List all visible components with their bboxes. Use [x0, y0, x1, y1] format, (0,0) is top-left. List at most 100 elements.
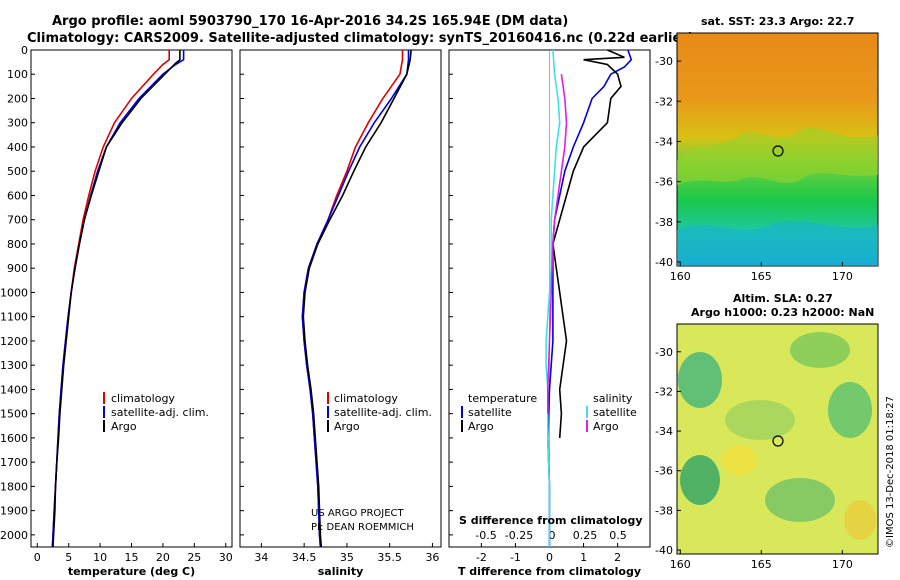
legend-temperature-heading: temperature: [468, 392, 537, 405]
sst-float-marker: [772, 145, 784, 157]
y-tick-label: 900: [7, 262, 28, 275]
plot-frame: [239, 49, 442, 548]
x-tick-label: -1: [510, 551, 521, 564]
map-y-tick-label: -40: [655, 544, 673, 557]
x-tick-label: 1: [580, 551, 587, 564]
map-y-tick-label: -36: [655, 176, 673, 189]
map-x-tick-label: 165: [751, 270, 772, 283]
map-y-tick-label: -34: [655, 135, 673, 148]
series-line: [546, 74, 568, 414]
legend-t-satellite: satellite: [468, 406, 512, 419]
y-tick-label: 1700: [0, 456, 28, 469]
y-tick-label: 0: [21, 44, 28, 57]
series-line: [302, 49, 412, 548]
map-y-tick-label: -40: [655, 256, 673, 269]
x-tick-label: -2: [476, 551, 487, 564]
sla-eddy: [725, 400, 795, 440]
sla-eddy: [765, 478, 835, 522]
x-tick-label: 34.5: [292, 551, 317, 564]
s-tick-label: 0: [549, 529, 556, 542]
y-tick-label: 1100: [0, 311, 28, 324]
map-y-tick-label: -32: [655, 95, 673, 108]
x-tick-label: 25: [187, 551, 201, 564]
title-line-1: Argo profile: aoml 5903790_170 16-Apr-20…: [52, 14, 568, 29]
map-y-tick-label: -32: [655, 385, 673, 398]
y-tick-label: 200: [7, 92, 28, 105]
s-tick-label: -0.5: [475, 529, 496, 542]
legend-climatology: climatology: [334, 392, 398, 405]
y-tick-label: 1800: [0, 480, 28, 493]
sst-map-title: sat. SST: 23.3 Argo: 22.7: [701, 15, 854, 28]
map-y-tick-label: -38: [655, 216, 673, 229]
legend-argo: Argo: [334, 420, 360, 433]
x-tick-label: 2: [614, 551, 621, 564]
x-tick-label: 36: [425, 551, 439, 564]
x-tick-label: 35: [340, 551, 354, 564]
x-tick-label: 15: [125, 551, 139, 564]
x-tick-label: 0: [546, 551, 553, 564]
series-line: [552, 49, 625, 438]
map-x-tick-label: 170: [832, 270, 853, 283]
legend-s-satellite: satellite: [593, 406, 637, 419]
sst-map-cold-patch: [677, 220, 878, 266]
map-y-tick-label: -38: [655, 504, 673, 517]
sst-map: [676, 32, 879, 267]
y-tick-label: 100: [7, 68, 28, 81]
map-y-tick-label: -34: [655, 425, 673, 438]
sla-map-axes: 160 165 170 -30 -32 -34 -36 -38 -40: [655, 346, 853, 571]
map-x-tick-label: 165: [751, 558, 772, 571]
legend-salinity-heading: salinity: [593, 392, 633, 405]
x-tick-label: 10: [93, 551, 107, 564]
y-tick-label: 500: [7, 165, 28, 178]
y-tick-label: 300: [7, 117, 28, 130]
sla-eddy: [678, 352, 722, 408]
x-axis-label: salinity: [318, 565, 364, 578]
legend-argo: Argo: [111, 420, 137, 433]
series-line: [546, 49, 633, 547]
map-y-tick-label: -30: [655, 55, 673, 68]
salinity-legend: climatology satellite-adj. clim. Argo: [327, 392, 432, 433]
series-line: [52, 50, 181, 548]
sla-warm-patch: [722, 445, 758, 475]
x-tick-label: 0: [34, 551, 41, 564]
plot-frame: [30, 49, 233, 548]
x-tick-label: 20: [156, 551, 170, 564]
legend-t-argo: Argo: [468, 420, 494, 433]
map-y-tick-label: -36: [655, 465, 673, 478]
sla-warm-patch: [844, 500, 876, 540]
x-tick-label: 35.5: [377, 551, 402, 564]
sst-map-axes: 160 165 170 -30 -32 -34 -36 -38 -40: [655, 55, 853, 283]
y-tick-label: 2000: [0, 529, 28, 542]
sla-eddy: [828, 382, 872, 438]
series-line: [51, 50, 185, 548]
y-tick-label: 1600: [0, 432, 28, 445]
y-tick-label: 400: [7, 141, 28, 154]
map-x-tick-label: 160: [670, 270, 691, 283]
map-x-tick-label: 170: [832, 558, 853, 571]
s-tick-label: 0.5: [609, 529, 627, 542]
y-tick-label: 1500: [0, 408, 28, 421]
y-tick-label: 1900: [0, 505, 28, 518]
map-y-tick-label: -30: [655, 346, 673, 359]
y-tick-label: 700: [7, 214, 28, 227]
sla-eddy: [790, 332, 850, 368]
title-line-2: Climatology: CARS2009. Satellite-adjuste…: [27, 31, 694, 46]
y-tick-label: 600: [7, 189, 28, 202]
s-tick-label: -0.25: [505, 529, 533, 542]
sla-map-title-2: Argo h1000: 0.23 h2000: NaN: [691, 306, 874, 319]
y-tick-label: 1000: [0, 286, 28, 299]
x-axis-label: T difference from climatology: [458, 565, 641, 578]
map-x-tick-label: 160: [670, 558, 691, 571]
s-difference-label: S difference from climatology: [459, 514, 643, 527]
y-tick-label: 1300: [0, 359, 28, 372]
sla-map-title-1: Altim. SLA: 0.27: [733, 292, 833, 305]
project-credit: US ARGO PROJECT: [311, 508, 405, 519]
x-tick-label: 5: [65, 551, 72, 564]
legend-satellite-adj: satellite-adj. clim.: [334, 406, 432, 419]
y-tick-label: 800: [7, 238, 28, 251]
x-tick-label: 34: [254, 551, 268, 564]
x-axis-label: temperature (deg C): [68, 565, 195, 578]
salinity-panel: 34 34.5 35 35.5 36 salinity: [239, 49, 442, 578]
imos-credit: ©IMOS 13-Dec-2018 01:18:27: [885, 396, 896, 548]
